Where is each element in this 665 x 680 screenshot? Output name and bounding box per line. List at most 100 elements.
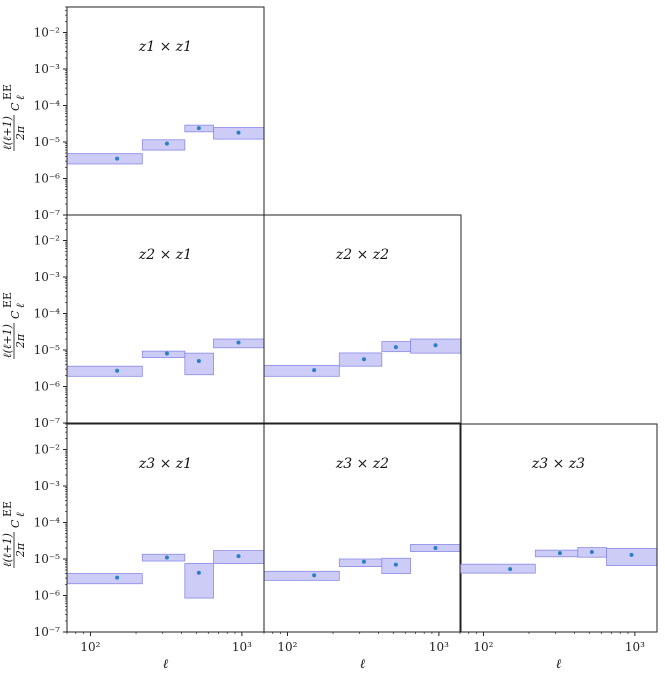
data-point (393, 562, 398, 567)
y-tick-label: 10⁻⁴ (34, 99, 61, 113)
x-tick-label: 10³ (429, 640, 449, 654)
error-band (141, 350, 186, 358)
y-axis-label: ℓ(ℓ+1) 2π C EE ℓ (1, 84, 27, 151)
panel-label: z3 × z3 (531, 456, 585, 472)
x-tick-label: 10² (80, 640, 100, 654)
error-band (264, 570, 340, 581)
data-point (393, 345, 398, 350)
x-tick-label: 10³ (232, 640, 252, 654)
error-band (184, 562, 214, 599)
y-label-main: C (9, 310, 22, 319)
plot-area (264, 338, 461, 377)
data-point (196, 126, 201, 131)
y-label-denominator: 2π (14, 542, 27, 558)
y-label-superscript: EE (1, 292, 14, 308)
panel-1: z1 × z1 10⁻² 10⁻³ 10⁻⁴ 10⁻⁵ 10⁻⁶ 10⁻⁷ ℓ(ℓ+1) 2π C… (1, 6, 265, 222)
data-point (164, 351, 169, 356)
y-label-subscript: ℓ (14, 512, 27, 517)
y-tick-label: 10⁻² (34, 26, 61, 40)
error-band (264, 364, 340, 377)
plot-area (67, 338, 264, 377)
error-band (338, 352, 383, 367)
y-tick-label: 10⁻² (34, 234, 61, 248)
data-point (115, 575, 120, 580)
y-tick-label: 10⁻⁴ (34, 307, 61, 321)
error-band (67, 153, 143, 165)
y-label-main: C (9, 519, 22, 528)
panel-frame (263, 214, 462, 424)
panel-3: z2 × z2 (263, 214, 462, 424)
x-axis-label: ℓ (163, 657, 169, 672)
x-tick-label: 10³ (625, 640, 645, 654)
y-tick-label: 10⁻³ (34, 270, 61, 284)
y-axis-label: ℓ(ℓ+1) 2π C EE ℓ (1, 501, 27, 568)
y-axis-label: ℓ(ℓ+1) 2π C EE ℓ (1, 292, 27, 359)
y-tick-label: 10⁻⁷ (34, 208, 61, 222)
x-axis-label: ℓ (556, 657, 562, 672)
y-tick-label: 10⁻⁵ (34, 135, 61, 149)
y-tick-label: 10⁻⁶ (34, 172, 61, 186)
panel-6: z3 × z3 10² 10³ ℓ (459, 423, 658, 672)
error-band (184, 352, 214, 376)
data-point (236, 130, 241, 135)
y-tick-label: 10⁻⁷ (34, 625, 61, 639)
data-point (236, 340, 241, 345)
y-label-subscript: ℓ (14, 95, 27, 100)
x-axis-label: ℓ (360, 657, 366, 672)
panel-4: z3 × z1 10⁻² 10⁻³ 10⁻⁴ 10⁻⁵ 10⁻⁶ 10⁻⁷ ℓ(ℓ+1) 2π C… (1, 423, 265, 672)
y-tick-label: 10⁻⁶ (34, 589, 61, 603)
data-point (236, 554, 241, 559)
panel-label: z3 × z1 (138, 456, 192, 472)
error-band (338, 558, 383, 567)
y-tick-label: 10⁻⁴ (34, 516, 61, 530)
error-band (460, 563, 536, 574)
plot-area (67, 124, 264, 165)
error-band (67, 365, 143, 377)
plot-area (460, 547, 657, 574)
data-point (629, 552, 634, 557)
y-tick-label: 10⁻² (34, 443, 61, 457)
y-tick-label: 10⁻³ (34, 479, 61, 493)
error-band (534, 549, 579, 558)
panel-frame (263, 423, 462, 633)
data-point (557, 551, 562, 556)
x-tick-label: 10² (277, 640, 297, 654)
y-label-denominator: 2π (14, 333, 27, 349)
panel-2: z2 × z1 10⁻² 10⁻³ 10⁻⁴ 10⁻⁵ 10⁻⁶ 10⁻⁷ ℓ(ℓ+1) 2π C… (1, 214, 265, 430)
error-band (67, 573, 143, 585)
panel-5: z3 × z2 10² 10³ ℓ (263, 423, 462, 672)
error-band (141, 139, 186, 151)
y-label-superscript: EE (1, 501, 14, 517)
y-label-numerator: ℓ(ℓ+1) (1, 533, 14, 567)
data-point (361, 357, 366, 362)
data-point (508, 567, 513, 572)
error-band (141, 553, 186, 562)
data-point (312, 368, 317, 373)
data-point (164, 555, 169, 560)
x-tick-label: 10² (473, 640, 493, 654)
y-tick-label: 10⁻⁵ (34, 343, 61, 357)
y-label-main: C (9, 102, 22, 111)
panel-label: z3 × z2 (335, 456, 389, 472)
y-label-denominator: 2π (14, 125, 27, 141)
data-point (361, 559, 366, 564)
data-point (115, 156, 120, 161)
panel-label: z1 × z1 (138, 39, 192, 55)
y-label-numerator: ℓ(ℓ+1) (1, 324, 14, 358)
data-point (433, 546, 438, 551)
y-tick-label: 10⁻⁵ (34, 552, 61, 566)
data-point (164, 141, 169, 146)
data-point (433, 343, 438, 348)
panel-frame (459, 423, 658, 633)
data-point (312, 573, 317, 578)
data-point (196, 570, 201, 575)
y-label-numerator: ℓ(ℓ+1) (1, 116, 14, 150)
panel-label: z2 × z2 (335, 247, 389, 263)
y-tick-label: 10⁻⁶ (34, 380, 61, 394)
y-label-subscript: ℓ (14, 303, 27, 308)
error-band (606, 548, 657, 566)
plot-area (264, 544, 461, 581)
y-tick-label: 10⁻³ (34, 62, 61, 76)
